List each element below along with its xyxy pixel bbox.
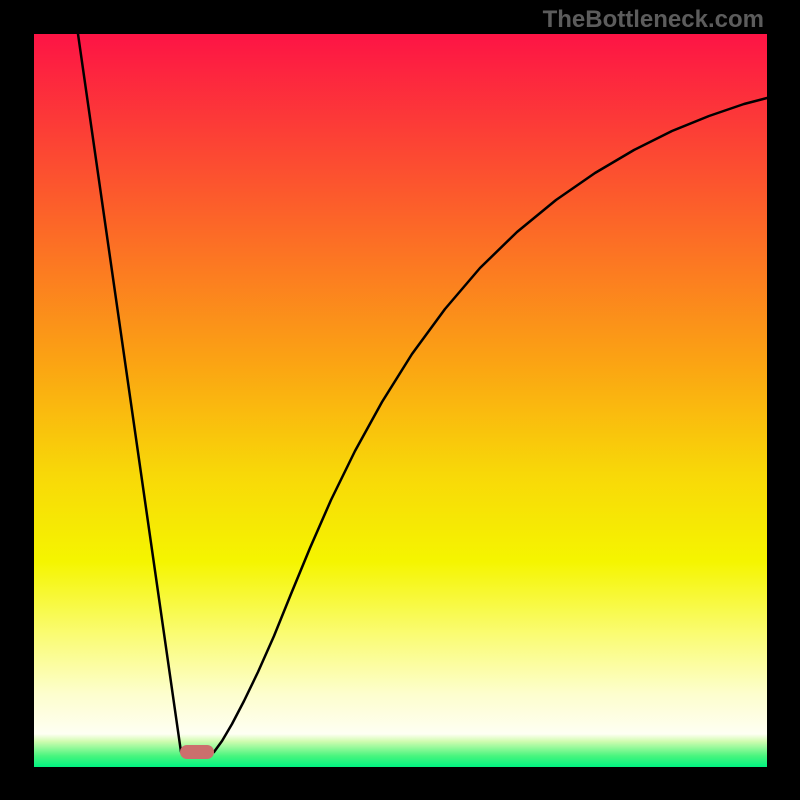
curve-layer <box>0 0 800 800</box>
min-marker <box>180 745 214 759</box>
chart-container: TheBottleneck.com <box>0 0 800 800</box>
curve-left-segment <box>78 34 181 752</box>
curve-right-segment <box>214 98 767 752</box>
watermark-text: TheBottleneck.com <box>543 6 764 34</box>
